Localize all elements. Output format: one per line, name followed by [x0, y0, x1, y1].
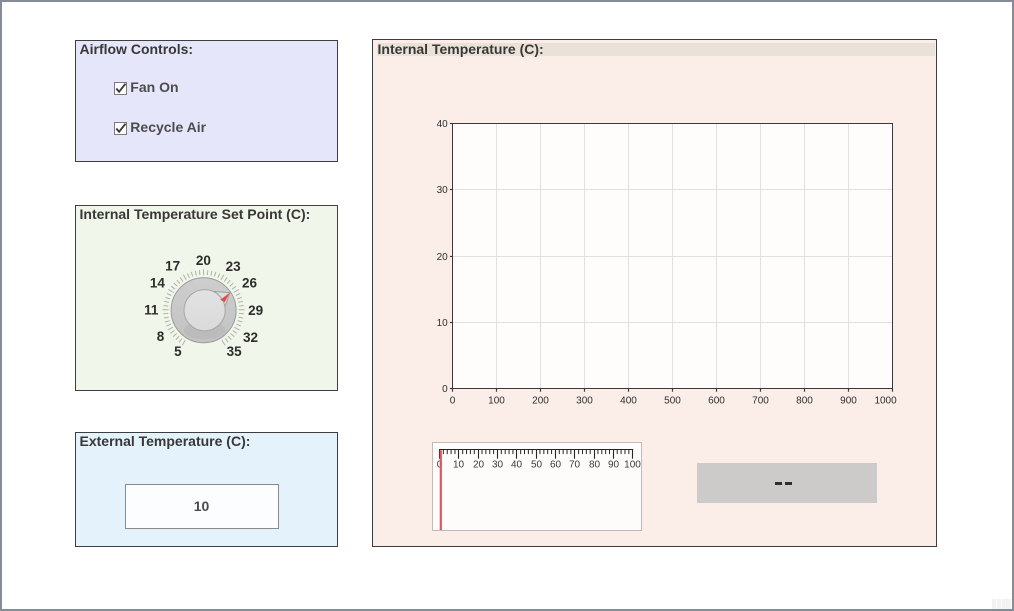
svg-text:100: 100 — [488, 396, 505, 407]
svg-text:20: 20 — [196, 253, 211, 268]
svg-text:8: 8 — [157, 329, 165, 344]
svg-text:17: 17 — [165, 258, 180, 273]
svg-text:20: 20 — [437, 252, 449, 263]
svg-text:40: 40 — [437, 119, 449, 130]
svg-text:500: 500 — [664, 396, 681, 407]
svg-text:1000: 1000 — [874, 396, 897, 407]
svg-text:100: 100 — [624, 460, 641, 471]
svg-text:200: 200 — [532, 396, 549, 407]
svg-text:23: 23 — [226, 259, 242, 274]
svg-text:10: 10 — [453, 460, 465, 471]
svg-text:30: 30 — [437, 185, 449, 196]
svg-text:300: 300 — [576, 396, 593, 407]
svg-text:60: 60 — [550, 460, 562, 471]
svg-text:29: 29 — [248, 303, 263, 318]
svg-text:5: 5 — [174, 344, 182, 359]
svg-text:35: 35 — [227, 344, 243, 359]
svg-text:11: 11 — [144, 302, 159, 317]
svg-text:900: 900 — [840, 396, 857, 407]
svg-text:600: 600 — [708, 396, 725, 407]
svg-text:90: 90 — [608, 460, 620, 471]
svg-text:40: 40 — [511, 460, 523, 471]
svg-text:32: 32 — [243, 330, 258, 345]
svg-text:10: 10 — [437, 318, 449, 329]
svg-text:20: 20 — [473, 460, 485, 471]
svg-text:70: 70 — [569, 460, 581, 471]
svg-text:0: 0 — [442, 384, 448, 395]
svg-text:26: 26 — [242, 276, 258, 291]
svg-text:80: 80 — [589, 460, 601, 471]
svg-text:14: 14 — [150, 275, 166, 290]
svg-text:0: 0 — [450, 396, 456, 407]
svg-text:800: 800 — [796, 396, 813, 407]
svg-text:400: 400 — [620, 396, 637, 407]
svg-text:50: 50 — [531, 460, 543, 471]
svg-text:700: 700 — [752, 396, 769, 407]
svg-text:30: 30 — [492, 460, 504, 471]
